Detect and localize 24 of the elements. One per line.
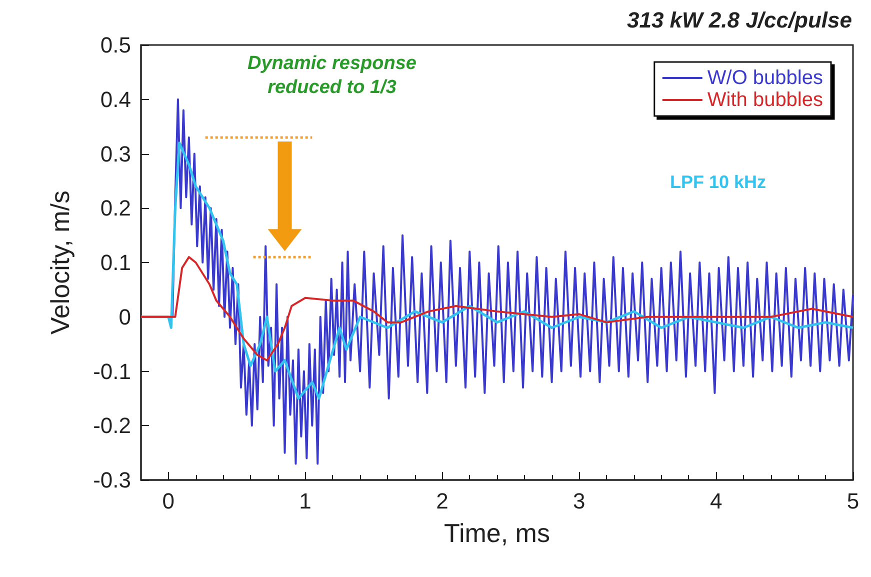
line-series bbox=[140, 256, 854, 362]
y-tick-label: 0 bbox=[118, 304, 131, 330]
y-tick-label: -0.1 bbox=[93, 358, 131, 384]
annotation: LPF 10 kHz bbox=[670, 172, 766, 193]
x-tick-label: 2 bbox=[436, 488, 448, 514]
x-tick-label: 1 bbox=[299, 488, 312, 514]
y-axis-title: Velocity, m/s bbox=[45, 190, 75, 335]
legend-label: W/O bubbles bbox=[707, 67, 823, 89]
x-tick-label: 3 bbox=[573, 488, 586, 514]
y-tick-label: 0.4 bbox=[100, 86, 131, 112]
annotation: Dynamic response reduced to 1/3 bbox=[246, 52, 418, 100]
y-tick-label: -0.3 bbox=[93, 468, 131, 492]
x-axis-title: Time, ms bbox=[444, 518, 550, 548]
x-tick-label: 4 bbox=[710, 488, 722, 514]
y-tick-label: 0.3 bbox=[100, 141, 131, 166]
x-tick-label: 0 bbox=[162, 488, 175, 514]
line-series bbox=[140, 142, 854, 400]
y-tick-label: 0.5 bbox=[100, 32, 131, 58]
legend-label: With bubbles bbox=[707, 89, 824, 111]
y-tick-label: 0.1 bbox=[100, 250, 131, 275]
y-tick-label: -0.2 bbox=[93, 413, 131, 438]
x-tick-label: 5 bbox=[846, 488, 860, 514]
y-tick-label: 0.2 bbox=[100, 196, 131, 221]
chart-title: 313 kW 2.8 J/cc/pulse bbox=[626, 8, 852, 32]
